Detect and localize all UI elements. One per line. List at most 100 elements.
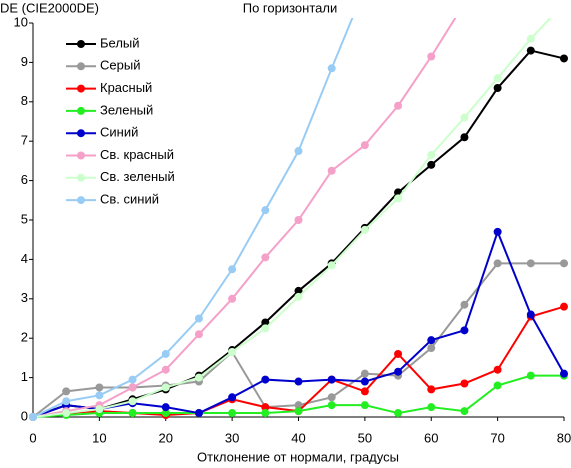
point <box>228 409 237 418</box>
point <box>128 397 137 406</box>
y-tick-label: 7 <box>21 133 28 148</box>
y-tick-label: 5 <box>21 211 28 226</box>
legend-label: Белый <box>100 35 140 50</box>
legend-marker <box>77 106 85 115</box>
point <box>161 349 170 358</box>
legend-label: Св. синий <box>100 192 159 207</box>
point <box>460 326 469 335</box>
x-tick-label: 30 <box>225 430 239 445</box>
point <box>261 375 270 384</box>
point <box>261 403 270 412</box>
point <box>327 401 336 410</box>
point <box>294 216 303 224</box>
plot-area <box>29 0 568 421</box>
point <box>427 150 436 159</box>
point <box>493 227 502 236</box>
point <box>394 101 403 110</box>
point <box>526 371 535 380</box>
point <box>161 383 170 392</box>
point <box>526 310 535 319</box>
point <box>128 375 137 384</box>
point <box>161 403 170 412</box>
point <box>560 302 568 311</box>
point <box>327 261 336 270</box>
point <box>493 74 502 83</box>
point <box>526 259 535 268</box>
point <box>294 407 303 416</box>
chart-title: По горизонтали <box>243 0 337 15</box>
point <box>427 344 436 353</box>
series-line <box>32 262 564 418</box>
point <box>460 407 469 416</box>
point <box>394 367 403 376</box>
legend-marker <box>77 62 85 71</box>
legend-label: Красный <box>100 80 152 95</box>
legend-marker <box>77 196 85 205</box>
point <box>294 286 303 295</box>
point <box>460 0 468 7</box>
point <box>294 147 303 156</box>
point <box>194 314 203 323</box>
legend-marker <box>77 84 85 93</box>
point <box>62 397 71 406</box>
point <box>261 253 270 262</box>
point <box>493 381 502 390</box>
legend-label: Серый <box>100 58 140 73</box>
point <box>29 413 37 421</box>
point <box>360 369 369 378</box>
point <box>228 265 237 274</box>
point <box>194 409 203 418</box>
legend-marker <box>77 40 85 48</box>
x-tick-label: 80 <box>557 430 571 445</box>
legend-label: Св. зеленый <box>100 169 175 184</box>
legend-label: Синий <box>100 125 138 140</box>
point <box>493 365 502 374</box>
point <box>194 330 203 339</box>
point <box>228 393 237 402</box>
point <box>394 194 403 203</box>
point <box>128 409 137 418</box>
legend-label: Зеленый <box>100 102 153 117</box>
point <box>460 300 469 309</box>
point <box>427 336 436 345</box>
point <box>161 365 170 374</box>
series-line <box>32 18 354 418</box>
point <box>261 324 270 333</box>
legend-marker <box>77 129 85 138</box>
point <box>228 294 237 303</box>
point <box>526 34 535 43</box>
point <box>427 385 436 394</box>
point <box>427 160 436 169</box>
point <box>294 377 303 386</box>
y-tick-label: 10 <box>14 14 28 29</box>
y-tick-label: 8 <box>21 93 28 108</box>
legend-label: Св. красный <box>100 147 174 162</box>
point <box>261 318 270 327</box>
point <box>394 349 403 358</box>
point <box>460 133 469 142</box>
series-line <box>32 305 565 418</box>
point <box>95 391 104 400</box>
point <box>294 401 303 410</box>
series-line <box>32 18 457 418</box>
y-axis-label: DE (CIE2000DE) <box>0 0 99 15</box>
point <box>560 369 568 378</box>
point <box>394 409 403 418</box>
point <box>128 383 137 392</box>
point <box>327 64 336 73</box>
x-axis-label: Отклонение от нормали, градусы <box>197 449 399 464</box>
point <box>95 405 104 414</box>
y-tick-label: 3 <box>21 290 28 305</box>
x-tick-label: 70 <box>490 430 504 445</box>
point <box>161 409 170 418</box>
point <box>526 46 535 55</box>
x-tick-label: 40 <box>291 430 305 445</box>
point <box>95 383 104 392</box>
y-tick-label: 0 <box>21 408 28 423</box>
point <box>427 403 436 412</box>
legend-marker <box>77 151 85 160</box>
point <box>327 166 336 175</box>
y-tick-label: 6 <box>21 172 28 187</box>
x-tick-label: 10 <box>92 430 106 445</box>
